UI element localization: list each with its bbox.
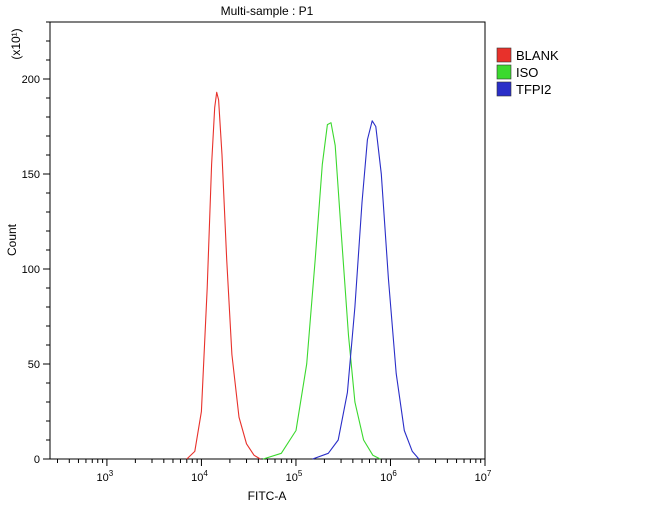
y-axis-label: Count — [5, 223, 19, 256]
y-tick-label: 0 — [34, 454, 40, 466]
legend-swatch-tfpi2 — [496, 81, 512, 97]
y-tick-label: 50 — [28, 359, 40, 371]
y-tick-label: 150 — [22, 169, 40, 181]
y-tick-label: 100 — [22, 264, 40, 276]
legend-label-tfpi2: TFPI2 — [516, 82, 551, 97]
y-axis: 0 50 100 150 200 — [22, 21, 50, 466]
x-tick-label: 104 — [191, 469, 208, 484]
y-tick-label: 200 — [22, 74, 40, 86]
legend-swatch-blank — [496, 47, 512, 63]
x-tick-label: 103 — [97, 469, 114, 484]
series-line-iso — [263, 122, 381, 460]
x-tick-label: 107 — [475, 469, 492, 484]
legend-swatch-iso — [496, 64, 512, 80]
chart-title: Multi-sample : P1 — [221, 4, 314, 18]
x-axis-label: FITC-A — [248, 489, 287, 503]
legend-label-blank: BLANK — [516, 48, 559, 63]
legend: BLANK ISO TFPI2 — [496, 47, 559, 97]
x-axis: 103 104 105 106 107 — [56, 459, 492, 484]
series-line-tfpi2 — [312, 120, 420, 460]
y-scale-label: (x10¹) — [9, 28, 23, 59]
x-tick-label: 106 — [380, 469, 397, 484]
series-line-blank — [186, 91, 261, 460]
plot-frame — [49, 21, 486, 460]
series-layer — [186, 91, 420, 460]
x-tick-label: 105 — [286, 469, 303, 484]
legend-label-iso: ISO — [516, 65, 538, 80]
plot-border — [49, 21, 486, 460]
